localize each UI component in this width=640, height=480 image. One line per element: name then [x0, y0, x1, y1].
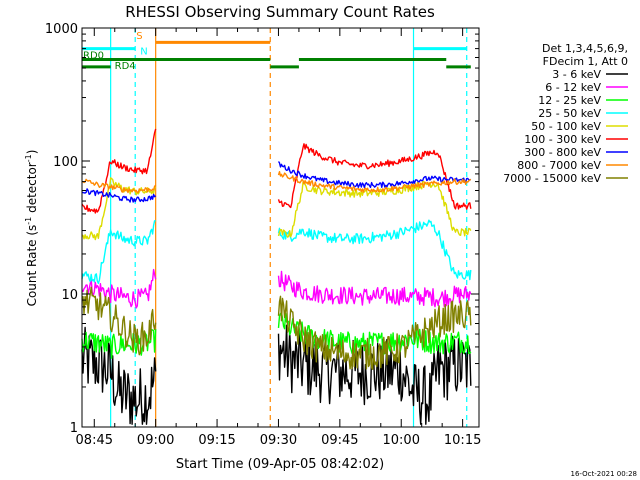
state-label-night: N — [140, 47, 147, 58]
legend-label-0: 3 - 6 keV — [552, 68, 601, 81]
legend-label-5: 100 - 300 keV — [524, 133, 601, 146]
y-axis-label: Count Rate (s-1 detector-1) — [24, 150, 39, 307]
series-line-8-1 — [277, 295, 472, 370]
series-line-7-0 — [82, 178, 157, 194]
series-line-3-1 — [277, 219, 472, 281]
legend-label-3: 25 - 50 keV — [538, 107, 601, 120]
y-tick-label: 1 — [70, 421, 78, 436]
legend-label-6: 300 - 800 keV — [524, 146, 601, 159]
series-100-300kev — [81, 128, 472, 214]
x-tick-label: 09:30 — [260, 433, 297, 448]
series-25-50kev — [81, 219, 472, 285]
chart-title: RHESSI Observing Summary Count Rates — [125, 3, 435, 21]
state-label-saa: S — [136, 31, 142, 42]
x-tick-label: 09:15 — [198, 433, 235, 448]
series-line-6-1 — [277, 161, 471, 189]
y-axis-label-end: ) — [25, 150, 39, 155]
series-line-4-0 — [81, 177, 157, 241]
legend-header-line-2: FDecim 1, Att 0 — [543, 55, 628, 68]
legend-label-2: 12 - 25 keV — [538, 94, 601, 107]
series-line-8-0 — [81, 286, 157, 356]
series-line-6-0 — [81, 188, 157, 203]
plot-area: SN RD0 RD4 1 10 100 1000 08:45 09:00 09:15 09:30 09… — [45, 22, 481, 448]
series-50-100kev — [81, 177, 472, 241]
x-tick-label: 09:45 — [321, 433, 358, 448]
legend-label-4: 50 - 100 keV — [531, 120, 601, 133]
series-line-1-1 — [277, 270, 472, 308]
y-tick-label: 100 — [53, 155, 78, 170]
x-tick-label: 10:15 — [444, 433, 481, 448]
x-tick-label: 09:00 — [137, 433, 174, 448]
x-tick-label: 10:00 — [383, 433, 420, 448]
y-tick-label: 10 — [61, 288, 78, 303]
legend: Det 1,3,4,5,6,9, FDecim 1, Att 0 3 - 6 k… — [503, 42, 628, 185]
series-line-7-1 — [277, 171, 472, 193]
y-axis-label-sup: -1 — [24, 217, 33, 225]
y-axis-label-sup2: -1 — [24, 154, 33, 162]
series-line-3-0 — [81, 220, 156, 285]
footer-date: 16-Oct-2021 00:28 — [571, 470, 637, 478]
y-tick-label: 1000 — [45, 22, 78, 37]
series-6-12kev — [81, 268, 472, 309]
state-label-rd4: RD4 — [115, 61, 136, 72]
legend-label-8: 7000 - 15000 keV — [503, 172, 601, 185]
series-line-1-0 — [81, 268, 157, 309]
series-800-7000kev — [82, 171, 472, 194]
state-label-rd0: RD0 — [83, 50, 104, 61]
x-tick-label: 08:45 — [76, 433, 113, 448]
series-line-5-0 — [81, 128, 157, 214]
x-axis-label: Start Time (09-Apr-05 08:42:02) — [176, 457, 384, 472]
legend-label-1: 6 - 12 keV — [545, 81, 601, 94]
legend-label-7: 800 - 7000 keV — [517, 159, 601, 172]
y-axis-label-tail: detector — [25, 162, 39, 217]
series-line-0-0 — [81, 326, 157, 425]
series-7000-15000kev — [81, 286, 472, 370]
series-300-800kev — [81, 161, 471, 203]
series-line-5-1 — [277, 143, 472, 210]
series-line-0-1 — [277, 324, 472, 425]
legend-header-line-1: Det 1,3,4,5,6,9, — [542, 42, 628, 55]
y-axis-label-main: Count Rate (s — [25, 225, 39, 307]
plot-frame — [81, 27, 480, 428]
series-line-4-1 — [277, 180, 472, 238]
